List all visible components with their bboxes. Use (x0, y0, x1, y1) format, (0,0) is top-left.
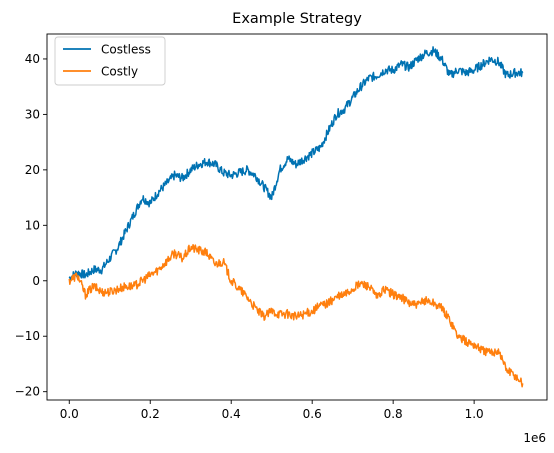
legend-label-costless: Costless (101, 43, 151, 57)
y-tick-label: −10 (15, 329, 40, 343)
x-tick-label: 0.0 (60, 407, 79, 421)
x-tick-label: 0.4 (222, 407, 241, 421)
series-line-costly (68, 244, 524, 388)
plot-lines (68, 46, 524, 388)
x-axis: 0.0 0.2 0.4 0.6 0.8 1.0 (60, 400, 484, 421)
legend: Costless Costly (54, 36, 166, 86)
x-axis-offset-label: 1e6 (523, 431, 546, 445)
series-line-costless (68, 46, 524, 282)
y-tick-label: 30 (25, 107, 40, 121)
x-tick-label: 0.6 (303, 407, 322, 421)
x-tick-label: 0.2 (141, 407, 160, 421)
y-tick-label: 10 (25, 218, 40, 232)
y-tick-label: 0 (32, 274, 40, 288)
x-tick-label: 0.8 (384, 407, 403, 421)
y-tick-label: 20 (25, 163, 40, 177)
y-tick-label: 40 (25, 52, 40, 66)
axes-frame (46, 33, 548, 401)
y-tick-label: −20 (15, 385, 40, 399)
legend-label-costly: Costly (101, 65, 138, 79)
x-tick-label: 1.0 (465, 407, 484, 421)
y-axis: −20 −10 0 10 20 30 40 (15, 52, 47, 399)
chart-title: Example Strategy (232, 11, 362, 27)
